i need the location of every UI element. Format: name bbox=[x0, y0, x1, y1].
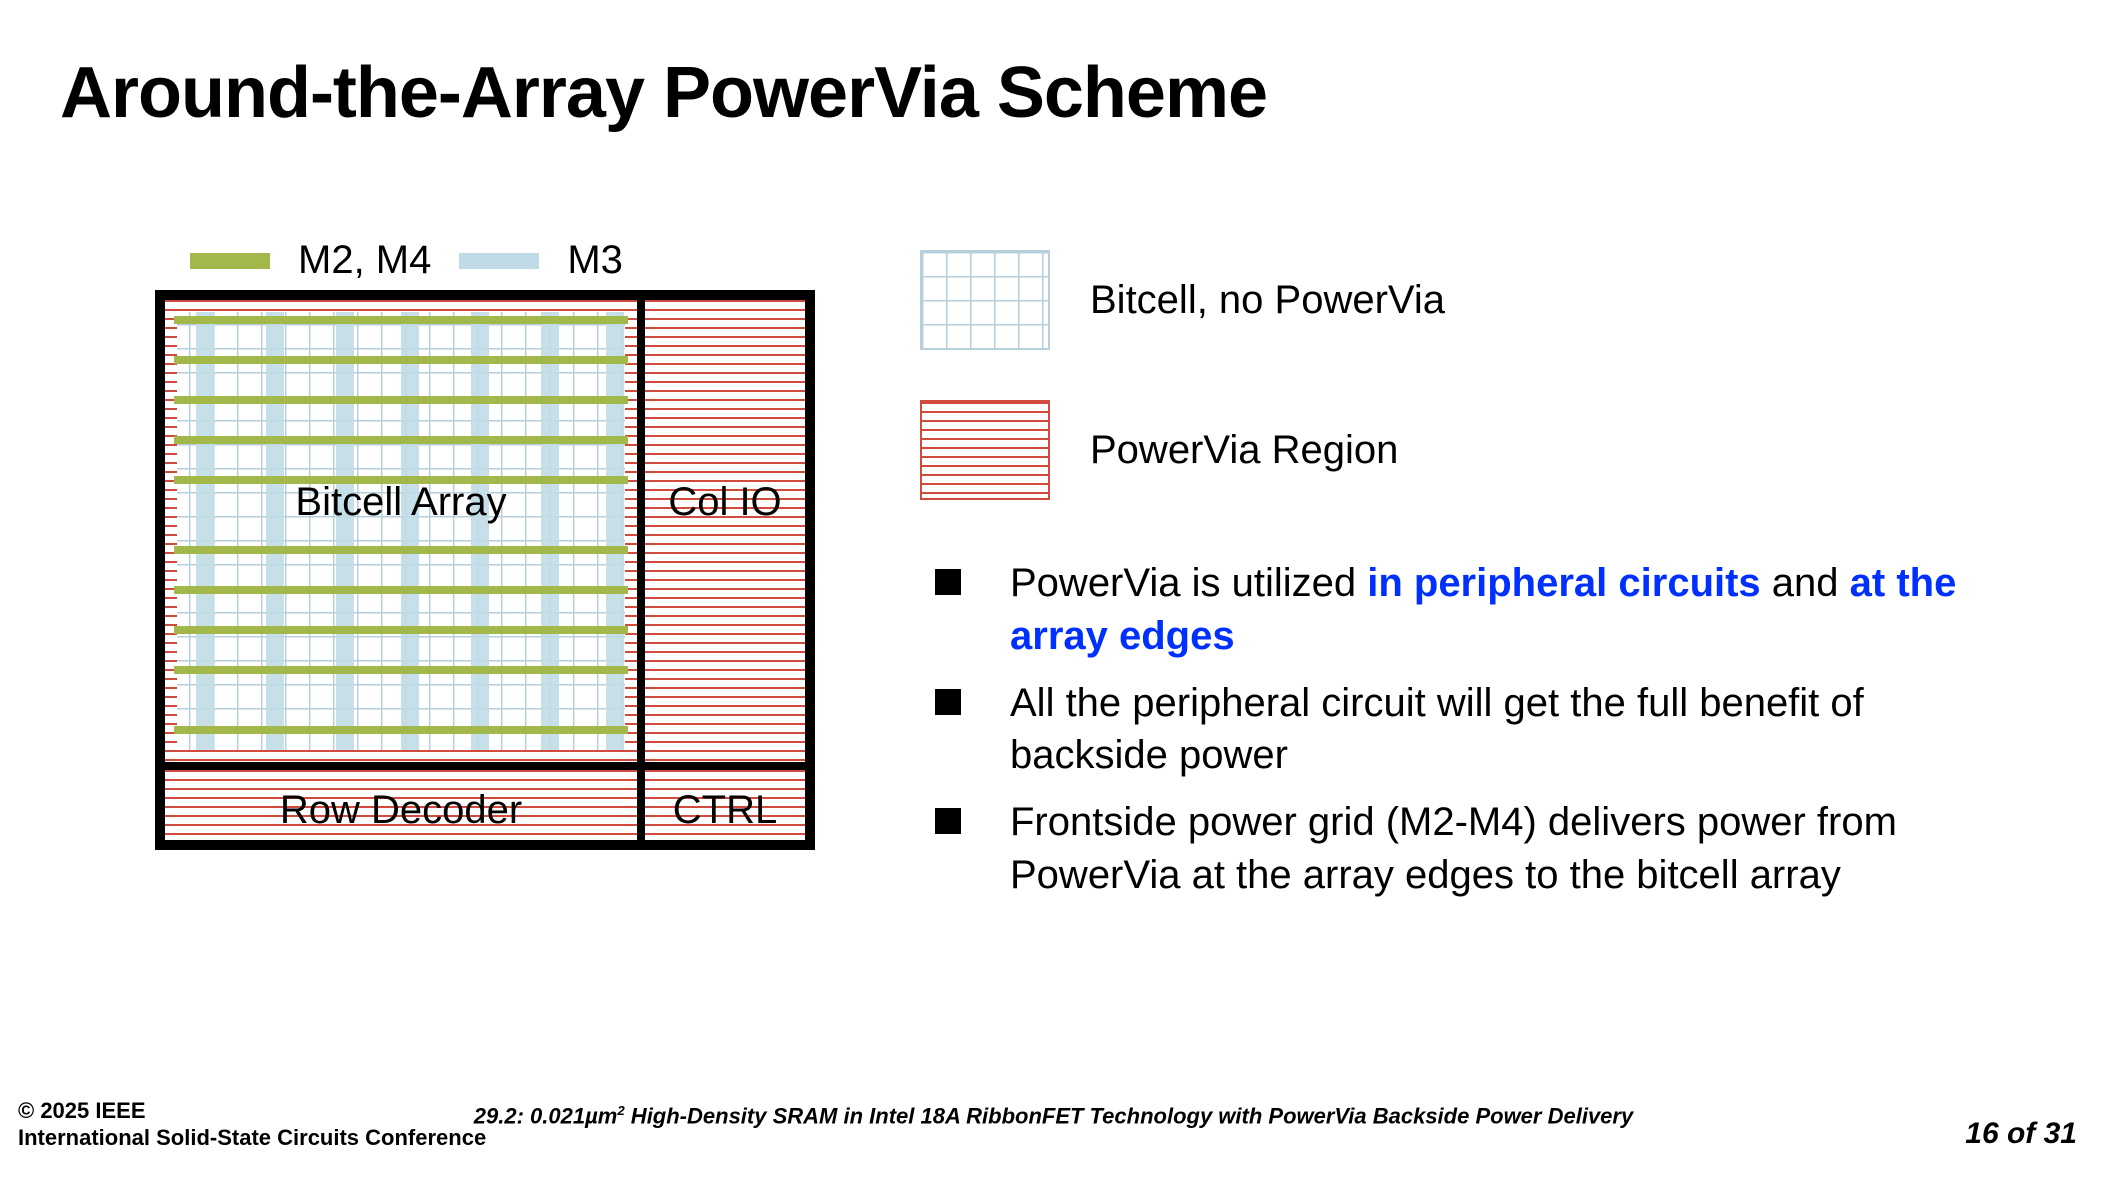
legend-powervia-label: PowerVia Region bbox=[1090, 428, 1398, 473]
legend-swatch-powervia bbox=[920, 400, 1050, 500]
legend-m3-label: M3 bbox=[567, 238, 623, 283]
region-colio: Col IO bbox=[641, 296, 809, 766]
swatch-m3 bbox=[459, 253, 539, 269]
legend-bitcell-label: Bitcell, no PowerVia bbox=[1090, 278, 1445, 323]
slide-title: Around-the-Array PowerVia Scheme bbox=[60, 52, 1267, 134]
legend-right: Bitcell, no PowerVia PowerVia Region bbox=[920, 250, 2020, 550]
bullet-list: PowerVia is utilized in peripheral circu… bbox=[930, 557, 2030, 916]
bullet-item: All the peripheral circuit will get the … bbox=[930, 677, 2030, 783]
region-label-rowdec: Row Decoder bbox=[165, 788, 637, 833]
region-label-ctrl: CTRL bbox=[645, 788, 805, 833]
legend-m2m4-label: M2, M4 bbox=[298, 238, 431, 283]
footer-center: 29.2: 0.021µm2 High-Density SRAM in Inte… bbox=[0, 1103, 2107, 1129]
bullet-item: Frontside power grid (M2-M4) delivers po… bbox=[930, 796, 2030, 902]
footer-page: 16 of 31 bbox=[1965, 1117, 2077, 1151]
region-rowdec: Row Decoder bbox=[161, 766, 641, 844]
legend-swatch-bitcell bbox=[920, 250, 1050, 350]
swatch-m2m4 bbox=[190, 253, 270, 269]
region-ctrl: CTRL bbox=[641, 766, 809, 844]
floorplan-diagram: Bitcell ArrayCol IO Row DecoderCTRL bbox=[155, 290, 815, 850]
legend-top: M2, M4 M3 bbox=[190, 238, 623, 283]
region-label-bitcell: Bitcell Array bbox=[165, 480, 637, 525]
region-bitcell: Bitcell Array bbox=[161, 296, 641, 766]
region-label-colio: Col IO bbox=[645, 480, 805, 525]
bullet-item: PowerVia is utilized in peripheral circu… bbox=[930, 557, 2030, 663]
